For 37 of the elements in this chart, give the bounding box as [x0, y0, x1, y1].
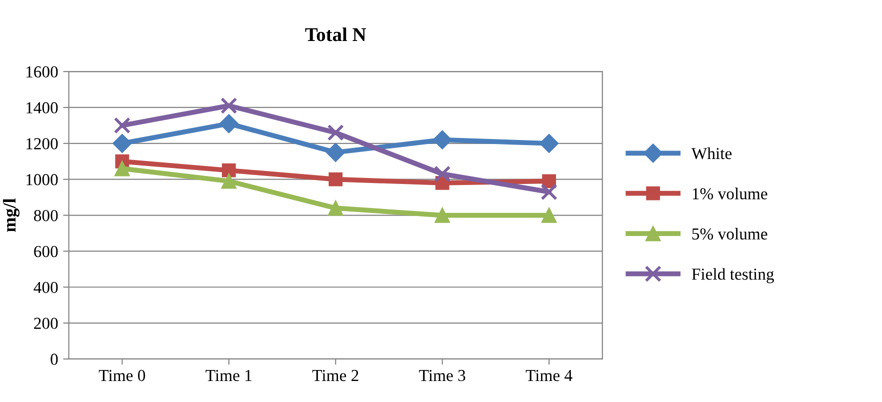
y-tick-label: 1000: [26, 174, 58, 186]
y-tick-label: 1200: [26, 138, 58, 150]
y-tick-label: 0: [50, 354, 58, 365]
point: [114, 117, 130, 134]
point: [541, 208, 557, 223]
legend-label: 5% volume: [692, 228, 768, 240]
point: [540, 184, 558, 200]
x-tick-label: Time 1: [206, 370, 252, 382]
point: [112, 134, 132, 153]
point: [328, 200, 344, 216]
point: [222, 163, 236, 178]
point: [328, 172, 343, 186]
y-tick-label: 200: [34, 318, 58, 330]
x-tick-label: Time 4: [526, 370, 572, 382]
point: [114, 160, 130, 176]
point: [326, 142, 346, 162]
x-tick-label: Time 3: [419, 370, 466, 382]
point: [434, 208, 450, 223]
y-tick-label: 400: [34, 282, 58, 294]
point: [220, 97, 238, 114]
point: [327, 124, 344, 141]
y-axis-title: mg/l: [2, 198, 20, 232]
y-tick-label: 600: [34, 246, 58, 258]
point: [221, 174, 237, 189]
legend-label: Field testing: [692, 268, 774, 284]
point: [219, 114, 238, 134]
point: [432, 130, 452, 150]
y-tick-label: 800: [34, 210, 58, 222]
y-tick-label: 1600: [26, 66, 58, 78]
y-tick-label: 1400: [26, 102, 58, 114]
x-tick-label: Time 2: [312, 370, 358, 382]
point: [434, 166, 451, 182]
legend-label: White: [691, 147, 732, 160]
point: [540, 134, 559, 153]
chart-title: Total N: [305, 28, 366, 42]
legend-label: 1% volume: [692, 188, 768, 200]
x-tick-label: Time 0: [98, 370, 146, 382]
